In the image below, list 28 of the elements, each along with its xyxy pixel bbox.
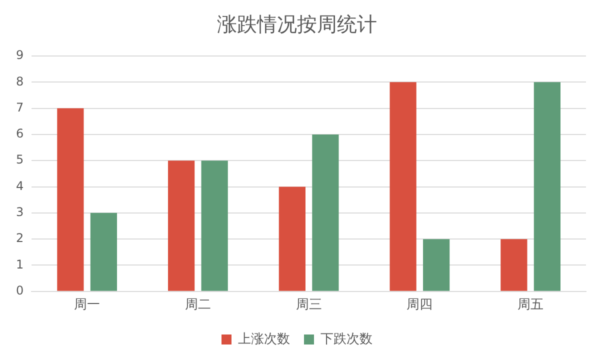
y-tick-label: 1 (16, 257, 24, 272)
legend-label: 下跌次数 (320, 332, 372, 347)
y-tick-label: 5 (16, 152, 24, 167)
x-tick-label: 周四 (406, 298, 433, 313)
chart-title: 涨跌情况按周统计 (217, 12, 377, 36)
bar (390, 82, 416, 291)
bar (534, 82, 560, 291)
bar (500, 239, 528, 291)
bar (57, 108, 84, 291)
x-tick-label: 周五 (518, 298, 544, 313)
bar (168, 160, 195, 291)
bar (278, 186, 306, 291)
x-tick-label: 周三 (296, 298, 322, 313)
y-tick-label: 4 (16, 178, 24, 193)
bar (201, 160, 228, 291)
bar (90, 212, 118, 291)
y-tick-label: 7 (16, 100, 24, 114)
x-tick-label: 周二 (184, 298, 211, 313)
y-tick-label: 0 (16, 284, 24, 298)
bar (312, 134, 339, 291)
y-tick-label: 8 (16, 74, 24, 88)
y-tick-label: 3 (16, 205, 24, 220)
x-tick-label: 周一 (74, 298, 100, 313)
y-tick-label: 6 (16, 126, 24, 141)
y-tick-label: 2 (16, 231, 24, 246)
legend-label: 上涨次数 (238, 332, 290, 347)
bar (423, 239, 450, 291)
y-tick-label: 9 (16, 48, 24, 62)
